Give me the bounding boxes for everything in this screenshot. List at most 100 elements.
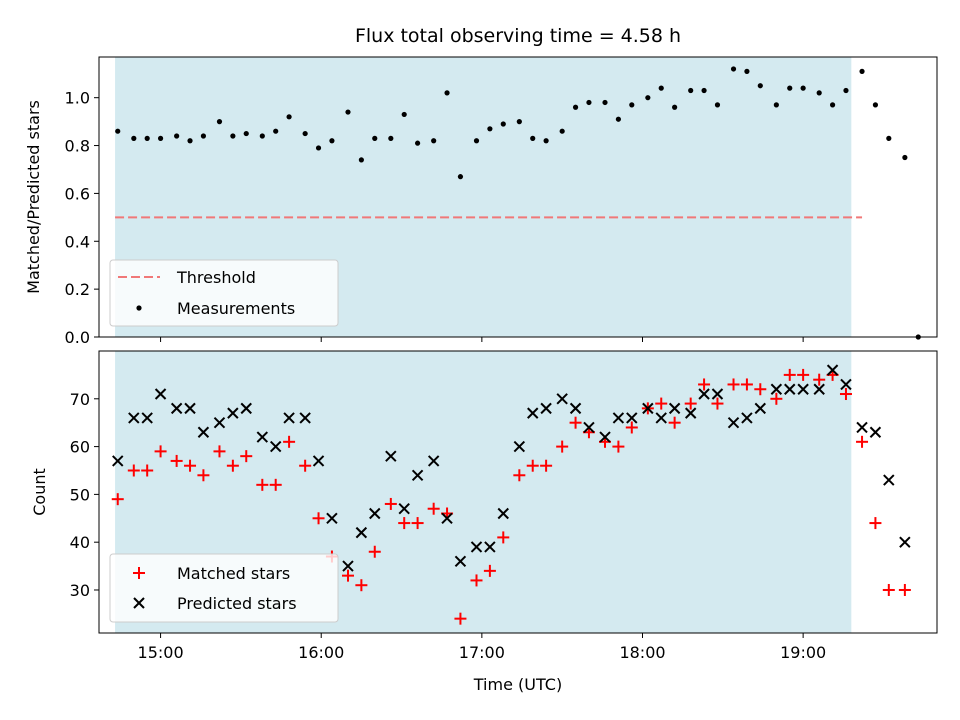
predicted-star-marker	[668, 402, 681, 415]
matched-star-marker	[470, 574, 483, 587]
predicted-star-marker	[497, 507, 509, 520]
bottom-xtick-label: 19:00	[780, 643, 826, 662]
measurement-point	[457, 174, 464, 180]
measurement-point	[559, 128, 565, 134]
matched-star-marker	[797, 368, 810, 381]
matched-star-marker	[869, 517, 882, 530]
predicted-star-marker	[797, 383, 809, 395]
matched-star-marker	[727, 378, 740, 391]
matched-star-marker	[111, 493, 124, 506]
predicted-star-marker	[128, 412, 140, 424]
measurement-point	[187, 138, 193, 144]
matched-star-marker	[170, 454, 183, 467]
measurement-point	[431, 138, 437, 144]
predicted-star-marker	[197, 426, 210, 438]
measurement-point	[629, 102, 635, 108]
top-ytick-label: 0.8	[65, 137, 90, 156]
measurement-point	[688, 87, 694, 94]
top-ytick-label: 0.6	[65, 184, 90, 203]
measurement-point	[174, 133, 180, 139]
predicted-star-marker	[184, 402, 196, 415]
top-legend: Threshold Measurements	[109, 259, 339, 327]
predicted-star-marker	[256, 431, 269, 443]
predicted-star-marker	[540, 402, 552, 415]
measurement-point	[243, 130, 249, 137]
predicted-star-marker	[398, 503, 410, 515]
measurement-point	[487, 126, 493, 132]
predicted-star-marker	[856, 421, 868, 434]
bottom-xtick-label: 17:00	[459, 643, 505, 662]
measurement-point	[273, 128, 279, 134]
matched-star-marker	[556, 440, 569, 453]
predicted-star-marker	[427, 455, 440, 467]
measurement-point	[543, 138, 549, 144]
predicted-star-marker	[141, 412, 153, 424]
measurement-point	[200, 133, 207, 139]
measurement-point	[843, 87, 849, 94]
bottom-ylabel: Count	[30, 468, 49, 516]
matched-star-marker	[625, 421, 638, 434]
legend-matched-swatch	[133, 567, 145, 579]
matched-star-marker	[299, 459, 312, 472]
predicted-star-marker	[770, 383, 783, 395]
bottom-xtick-label: 15:00	[138, 643, 184, 662]
bottom-ytick-label: 30	[70, 581, 90, 600]
matched-star-marker	[312, 512, 325, 525]
matched-star-marker	[184, 459, 197, 472]
matched-star-marker	[526, 459, 539, 472]
matched-star-marker	[141, 464, 154, 477]
chart-title: Flux total observing time = 4.58 h	[355, 25, 681, 47]
bottom-xtick-label: 18:00	[619, 643, 665, 662]
legend-predicted-label: Predicted stars	[177, 594, 297, 613]
top-ylabel: Matched/Predicted stars	[24, 100, 43, 294]
measurement-point	[115, 128, 121, 134]
measurement-point	[401, 111, 407, 118]
matched-star-marker	[740, 378, 753, 391]
top-ytick-label: 0.4	[65, 232, 90, 251]
measurement-point	[816, 90, 822, 96]
predicted-star-marker	[784, 383, 796, 395]
matched-star-marker	[411, 517, 424, 530]
legend-measurements-swatch	[136, 305, 142, 311]
measurement-point	[572, 104, 579, 110]
measurement-point	[345, 109, 351, 115]
predicted-star-marker	[170, 402, 183, 415]
measurement-point	[444, 90, 450, 96]
matched-star-marker	[754, 383, 767, 396]
matched-star-marker	[454, 612, 467, 625]
predicted-star-marker	[470, 541, 483, 553]
predicted-star-marker	[869, 426, 882, 438]
matched-star-marker	[269, 478, 282, 491]
measurement-point	[744, 68, 750, 74]
matched-star-marker	[355, 579, 368, 592]
predicted-star-marker	[840, 378, 852, 391]
legend-predicted-swatch	[133, 597, 145, 609]
predicted-star-marker	[569, 402, 582, 415]
matched-star-marker	[154, 445, 167, 458]
predicted-star-marker	[283, 412, 295, 424]
predicted-star-marker	[883, 474, 895, 486]
measurement-point	[714, 102, 721, 108]
matched-star-marker	[127, 464, 140, 477]
predicted-star-marker	[698, 388, 710, 400]
matched-star-marker	[612, 440, 625, 453]
measurement-point	[829, 102, 836, 108]
predicted-star-marker	[711, 388, 724, 400]
predicted-star-marker	[154, 388, 167, 400]
measurement-point	[473, 138, 480, 144]
measurement-point	[645, 95, 651, 101]
measurement-point	[216, 119, 223, 125]
measurement-point	[286, 114, 292, 120]
predicted-star-marker	[385, 450, 397, 462]
matched-star-marker	[240, 450, 253, 463]
matched-star-marker	[368, 545, 381, 558]
measurement-point	[516, 119, 522, 125]
predicted-star-marker	[626, 412, 638, 424]
predicted-star-marker	[642, 402, 654, 415]
measurement-point	[372, 135, 378, 141]
legend-measurements-label: Measurements	[177, 299, 295, 318]
predicted-star-marker	[240, 402, 252, 415]
matched-star-marker	[839, 388, 852, 401]
matched-star-marker	[341, 569, 354, 582]
matched-star-marker	[770, 392, 783, 405]
